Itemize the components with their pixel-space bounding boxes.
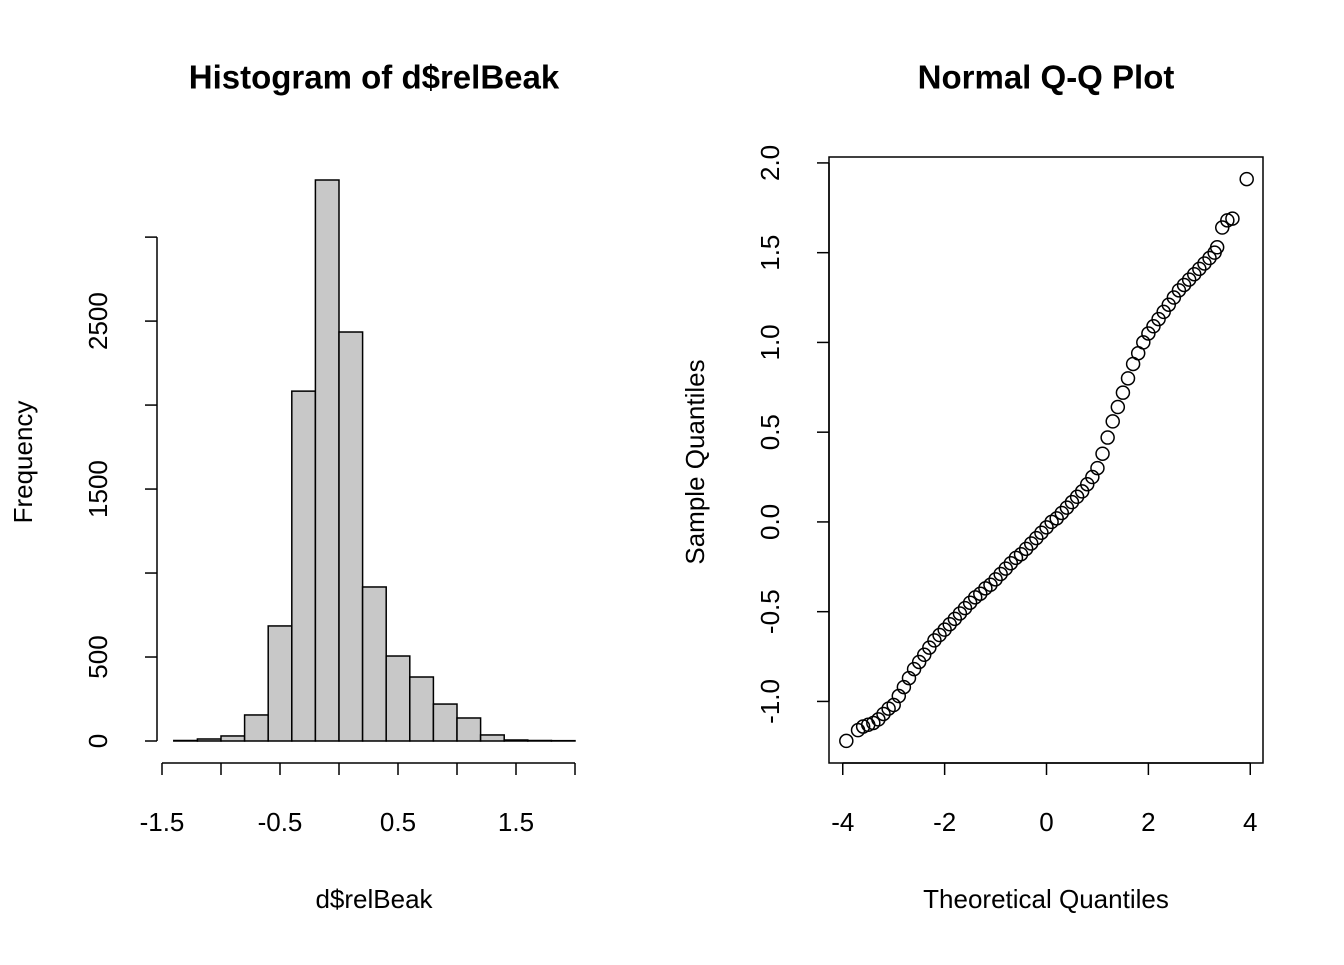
x-axis-label: Theoretical Quantiles (923, 884, 1169, 914)
point (840, 734, 853, 747)
point (994, 567, 1007, 580)
x-tick-label: 0 (1039, 807, 1053, 837)
plot-box (829, 157, 1263, 763)
point (1106, 415, 1119, 428)
y-tick-label: 1500 (83, 460, 113, 518)
bar (528, 740, 552, 741)
point (999, 562, 1012, 575)
chart-title: Histogram of d$relBeak (189, 59, 560, 96)
point (948, 612, 961, 625)
y-axis-label: Sample Quantiles (680, 359, 710, 564)
point (1065, 496, 1078, 509)
x-tick-label: -4 (831, 807, 854, 837)
y-tick-label: 0.0 (755, 504, 785, 540)
bar (245, 715, 269, 741)
point (1240, 173, 1253, 186)
bar (457, 718, 481, 741)
x-axis-label: d$relBeak (315, 884, 433, 914)
point (1030, 532, 1043, 545)
x-tick-label: -2 (933, 807, 956, 837)
y-tick-label: 2500 (83, 292, 113, 350)
point (943, 618, 956, 631)
y-axis-label: Frequency (8, 401, 38, 524)
x-tick-label: -1.5 (140, 807, 185, 837)
bar (363, 587, 387, 741)
y-tick-label: -1.0 (755, 679, 785, 724)
point (989, 573, 1002, 586)
y-tick-label: 1.0 (755, 324, 785, 360)
bar (433, 704, 457, 741)
point (1178, 278, 1191, 291)
point (1183, 273, 1196, 286)
point (1101, 431, 1114, 444)
point (1035, 526, 1048, 539)
point (953, 607, 966, 620)
bar (410, 677, 434, 741)
y-tick-label: 0 (83, 734, 113, 748)
y-tick-label: 1.5 (755, 235, 785, 271)
point (1020, 542, 1033, 555)
bar (481, 735, 505, 741)
point (1055, 506, 1068, 519)
point (1025, 537, 1038, 550)
y-tick-label: 2.0 (755, 145, 785, 181)
bar (315, 180, 339, 741)
point (933, 629, 946, 642)
x-tick-label: -0.5 (258, 807, 303, 837)
point (1198, 257, 1211, 270)
point (1188, 268, 1201, 281)
bar (197, 739, 221, 741)
y-tick-label: 500 (83, 635, 113, 678)
x-tick-label: 2 (1141, 807, 1155, 837)
point (1122, 372, 1135, 385)
bar (292, 391, 316, 741)
bar (386, 656, 410, 741)
y-tick-label: 0.5 (755, 414, 785, 450)
point (1071, 490, 1084, 503)
y-tick-label: -0.5 (755, 589, 785, 634)
point (959, 602, 972, 615)
x-tick-label: 1.5 (498, 807, 534, 837)
point (1111, 401, 1124, 414)
bar (268, 626, 292, 741)
point (1096, 447, 1109, 460)
x-tick-label: 4 (1243, 807, 1257, 837)
bar (504, 740, 528, 741)
chart-title: Normal Q-Q Plot (918, 59, 1175, 96)
bar (174, 740, 198, 741)
bar (339, 332, 363, 741)
point (1193, 262, 1206, 275)
point (938, 623, 951, 636)
point (1060, 501, 1073, 514)
point (1116, 386, 1129, 399)
x-tick-label: 0.5 (380, 807, 416, 837)
bar (221, 736, 245, 741)
